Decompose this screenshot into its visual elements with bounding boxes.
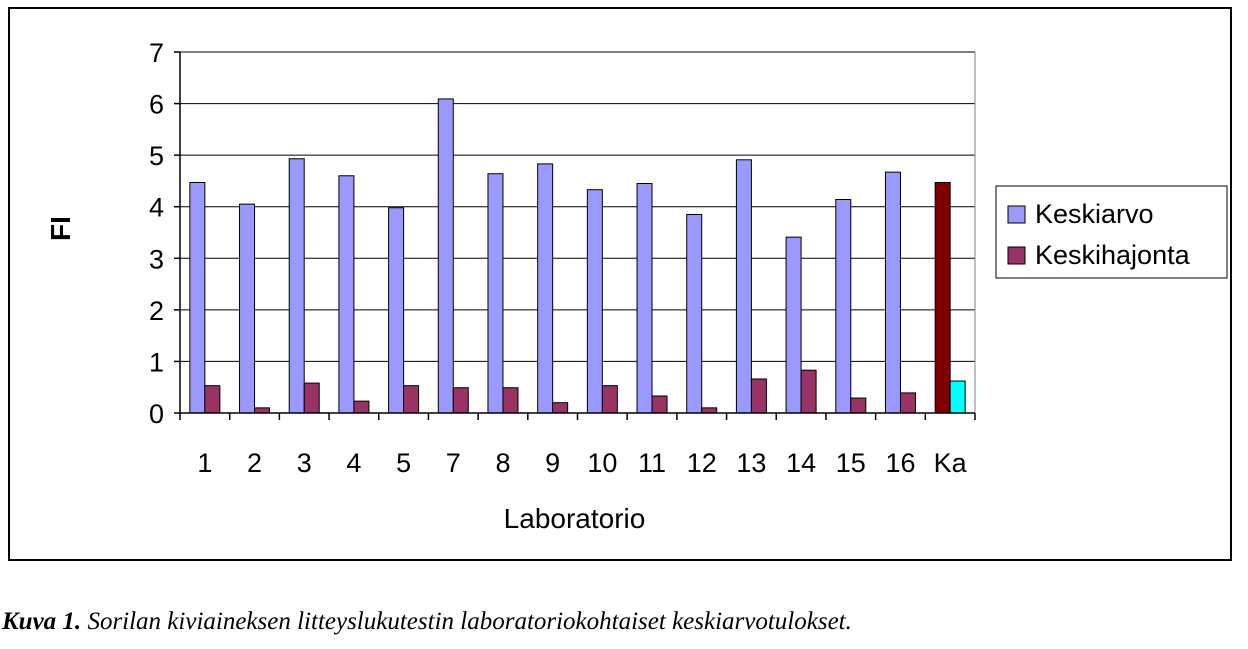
bar-keskihajonta-13 [750, 378, 767, 414]
bar-keskiarvo-15 [835, 198, 852, 414]
bar-keskihajonta-3 [303, 382, 320, 414]
bar-keskihajonta-10 [601, 385, 618, 414]
bar-keskiarvo-1 [189, 181, 206, 414]
bar-keskiarvo-3 [288, 158, 305, 414]
x-tick-label: 3 [297, 448, 312, 478]
legend-box [995, 185, 1228, 279]
y-axis-title: FI [45, 216, 76, 241]
bar-keskihajonta-8 [502, 387, 519, 414]
bar-keskiarvo-11 [636, 183, 653, 414]
x-tick-label: 2 [247, 448, 262, 478]
bar-keskihajonta-2 [254, 407, 271, 414]
y-tick-label: 1 [149, 347, 164, 377]
x-tick-label: 8 [495, 448, 510, 478]
bar-keskihajonta-1 [204, 385, 221, 414]
legend-swatch-keskiarvo [1007, 205, 1026, 224]
bar-keskihajonta-16 [899, 392, 916, 414]
bar-keskihajonta-11 [651, 395, 668, 414]
x-tick-label: 13 [736, 448, 766, 478]
bar-keskiarvo-10 [586, 189, 603, 414]
bar-keskiarvo-8 [487, 173, 504, 414]
x-tick-label: 14 [786, 448, 816, 478]
bar-keskiarvo-9 [537, 163, 554, 414]
x-tick-label: 10 [587, 448, 617, 478]
x-axis-title: Laboratorio [504, 503, 646, 534]
y-tick-label: 7 [149, 38, 164, 68]
y-tick-label: 2 [149, 296, 164, 326]
bar-keskihajonta-4 [353, 400, 370, 414]
bar-keskihajonta-Ka [949, 380, 966, 414]
bar-keskihajonta-15 [850, 397, 867, 414]
bar-keskihajonta-14 [800, 369, 817, 414]
x-tick-label: 1 [197, 448, 212, 478]
y-tick-label: 6 [149, 90, 164, 120]
bar-keskiarvo-4 [338, 175, 355, 414]
x-tick-label: 16 [885, 448, 915, 478]
bar-keskihajonta-9 [552, 402, 569, 414]
y-tick-label: 4 [149, 193, 164, 223]
bar-keskihajonta-7 [452, 387, 469, 414]
bar-keskihajonta-5 [403, 385, 420, 414]
x-tick-label: 12 [687, 448, 717, 478]
x-tick-label: Ka [934, 448, 968, 478]
bar-keskiarvo-Ka [934, 181, 951, 414]
figure-caption: Kuva 1. Sorilan kiviaineksen litteysluku… [2, 608, 852, 636]
x-tick-label: 11 [638, 448, 666, 478]
y-tick-label: 3 [149, 244, 164, 274]
x-tick-label: 9 [545, 448, 560, 478]
bar-keskiarvo-7 [437, 98, 454, 414]
bar-keskiarvo-14 [785, 236, 802, 414]
bar-keskiarvo-2 [239, 203, 256, 414]
bars [189, 98, 966, 414]
axes [174, 51, 976, 420]
caption-label: Kuva 1. [2, 608, 82, 635]
legend: Keskiarvo Keskihajonta [995, 185, 1228, 279]
bar-keskiarvo-12 [686, 213, 703, 414]
y-tick-labels: 0 1 2 3 4 5 6 7 [149, 38, 164, 429]
bar-keskihajonta-12 [701, 407, 718, 414]
x-tick-label: 15 [836, 448, 866, 478]
caption-text: Sorilan kiviaineksen litteyslukutestin l… [81, 608, 852, 635]
x-tick-label: 4 [346, 448, 361, 478]
bar-keskiarvo-16 [884, 171, 901, 414]
y-tick-label: 0 [149, 399, 164, 429]
gridlines [180, 51, 976, 414]
bar-keskiarvo-13 [735, 159, 752, 414]
legend-swatch-keskihajonta [1007, 246, 1026, 265]
bar-keskiarvo-5 [388, 207, 405, 414]
x-tick-label: 7 [446, 448, 461, 478]
legend-label-keskihajonta: Keskihajonta [1035, 240, 1191, 270]
y-tick-label: 5 [149, 141, 164, 171]
x-tick-label: 5 [396, 448, 411, 478]
legend-label-keskiarvo: Keskiarvo [1035, 199, 1154, 229]
x-tick-labels: 1 2 3 4 5 7 8 9 10 11 12 13 14 15 16 Ka [197, 448, 967, 478]
